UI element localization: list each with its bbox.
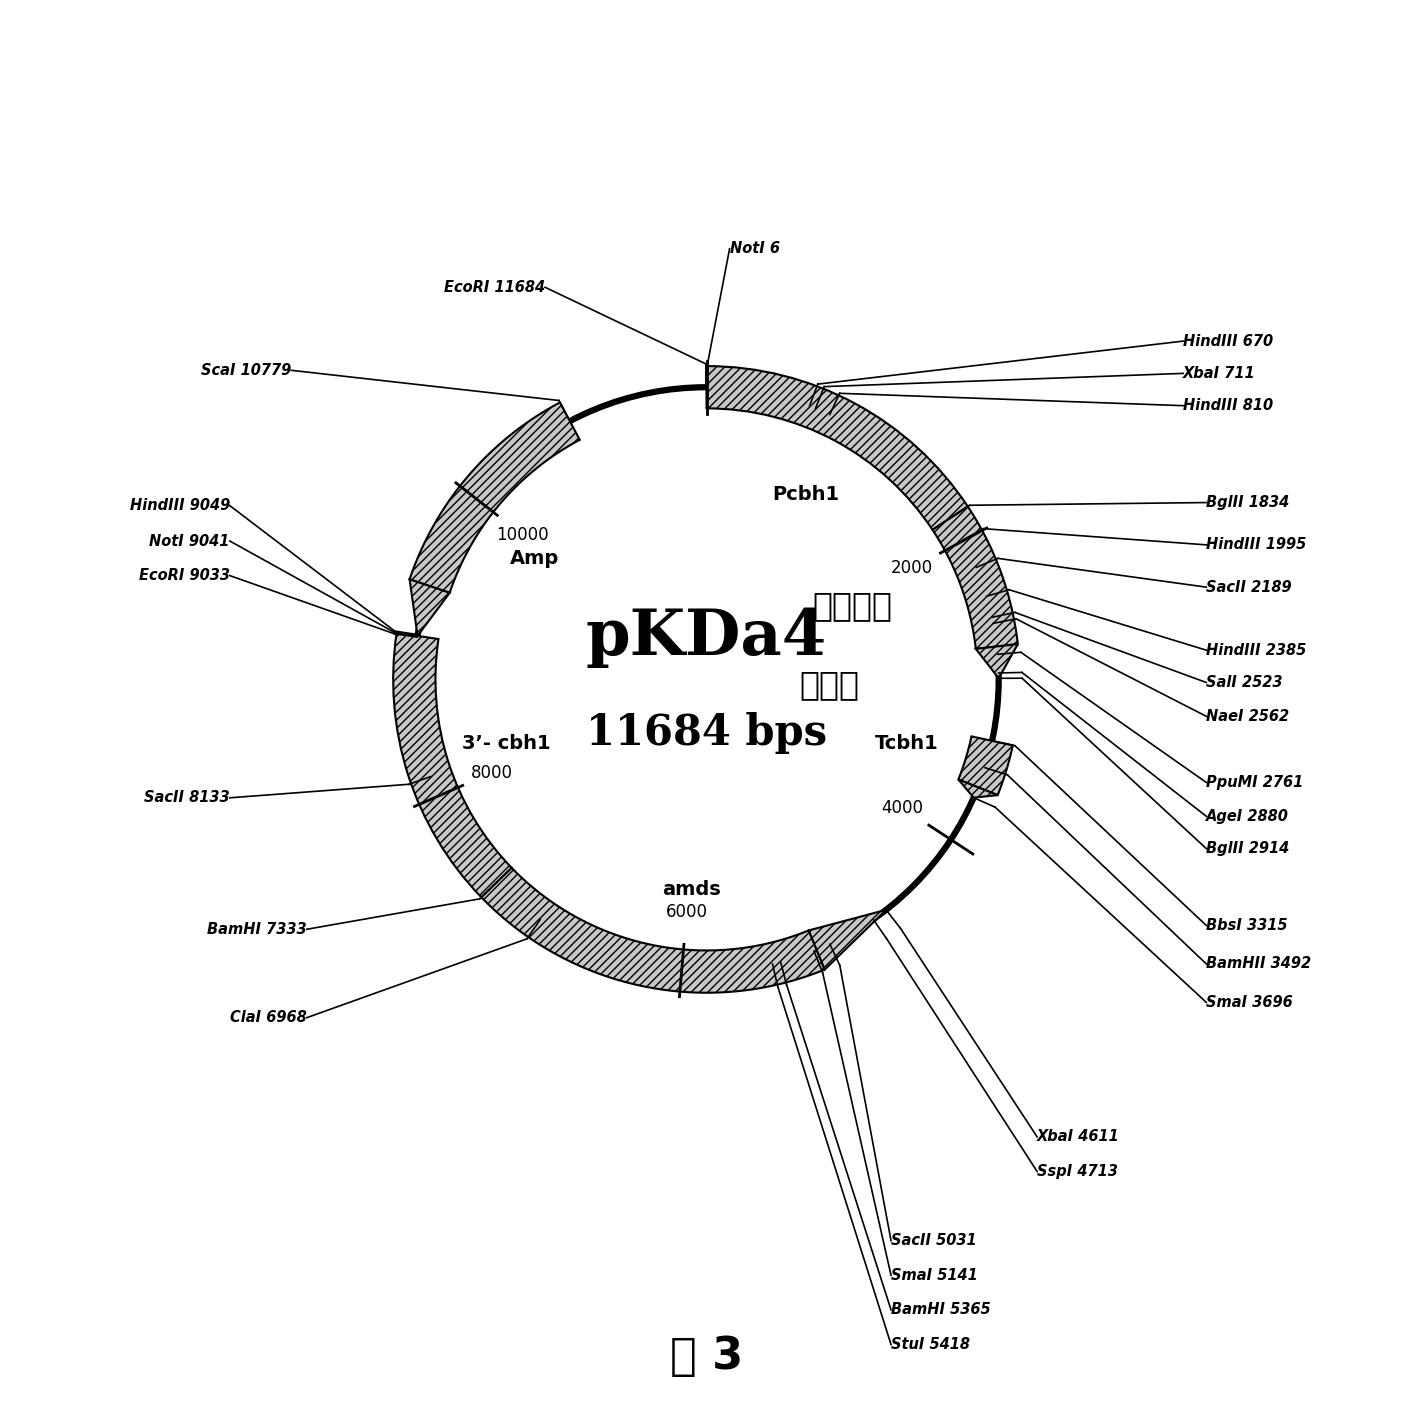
Text: SmaI 3696: SmaI 3696: [1207, 995, 1293, 1010]
Polygon shape: [933, 507, 1017, 648]
Text: SspI 4713: SspI 4713: [1037, 1164, 1118, 1180]
Text: BamHII 3492: BamHII 3492: [1207, 957, 1311, 971]
Text: HindIII 1995: HindIII 1995: [1207, 537, 1307, 553]
Text: XbaI 711: XbaI 711: [1183, 366, 1256, 381]
Text: BglII 1834: BglII 1834: [1207, 496, 1290, 510]
Text: NotI 9041: NotI 9041: [150, 534, 230, 548]
Polygon shape: [958, 780, 998, 798]
Text: SacII 5031: SacII 5031: [892, 1234, 976, 1248]
Text: 植酸酶: 植酸酶: [800, 668, 859, 701]
Text: BbsI 3315: BbsI 3315: [1207, 918, 1287, 932]
Text: EcoRI 9033: EcoRI 9033: [138, 568, 230, 583]
Text: BamHI 7333: BamHI 7333: [208, 922, 307, 937]
Polygon shape: [808, 910, 886, 970]
Wedge shape: [393, 633, 512, 897]
Polygon shape: [976, 644, 1017, 678]
Text: 2000: 2000: [892, 560, 933, 577]
Text: 6000: 6000: [666, 904, 708, 921]
Wedge shape: [706, 366, 968, 530]
Text: ScaI 10779: ScaI 10779: [201, 363, 291, 378]
Polygon shape: [958, 737, 1013, 795]
Text: 信号序列: 信号序列: [812, 588, 893, 623]
Text: StuI 5418: StuI 5418: [892, 1337, 971, 1352]
Text: SacII 2189: SacII 2189: [1207, 580, 1291, 594]
Text: HindIII 670: HindIII 670: [1183, 334, 1273, 348]
Text: 4000: 4000: [880, 798, 923, 817]
Text: 11684 bps: 11684 bps: [586, 713, 827, 754]
Text: Amp: Amp: [510, 550, 560, 568]
Text: ClaI 6968: ClaI 6968: [230, 1010, 307, 1025]
Text: HindIII 2385: HindIII 2385: [1207, 643, 1307, 658]
Text: pKDa4: pKDa4: [586, 607, 827, 668]
Text: HindIII 810: HindIII 810: [1183, 398, 1273, 413]
Text: NaeI 2562: NaeI 2562: [1207, 708, 1290, 724]
Text: NotI 6: NotI 6: [729, 241, 780, 256]
Text: HindIII 9049: HindIII 9049: [130, 498, 230, 513]
Text: EcoRI 11684: EcoRI 11684: [444, 280, 545, 294]
Text: 10000: 10000: [496, 526, 548, 544]
Text: AgeI 2880: AgeI 2880: [1207, 808, 1289, 824]
Text: 8000: 8000: [471, 764, 513, 781]
Text: 3’- cbh1: 3’- cbh1: [462, 734, 550, 753]
Polygon shape: [410, 580, 449, 635]
Text: SmaI 5141: SmaI 5141: [892, 1268, 978, 1282]
Polygon shape: [482, 868, 825, 992]
Text: BglII 2914: BglII 2914: [1207, 841, 1290, 855]
Polygon shape: [410, 403, 579, 593]
Text: BamHI 5365: BamHI 5365: [892, 1302, 991, 1318]
Text: Tcbh1: Tcbh1: [875, 734, 938, 754]
Text: amds: amds: [663, 880, 721, 898]
Text: 图 3: 图 3: [670, 1335, 743, 1378]
Text: Pcbh1: Pcbh1: [773, 484, 839, 504]
Text: SalI 2523: SalI 2523: [1207, 675, 1283, 690]
Text: XbaI 4611: XbaI 4611: [1037, 1130, 1121, 1144]
Text: PpuMI 2761: PpuMI 2761: [1207, 775, 1304, 790]
Text: SacII 8133: SacII 8133: [144, 790, 230, 805]
